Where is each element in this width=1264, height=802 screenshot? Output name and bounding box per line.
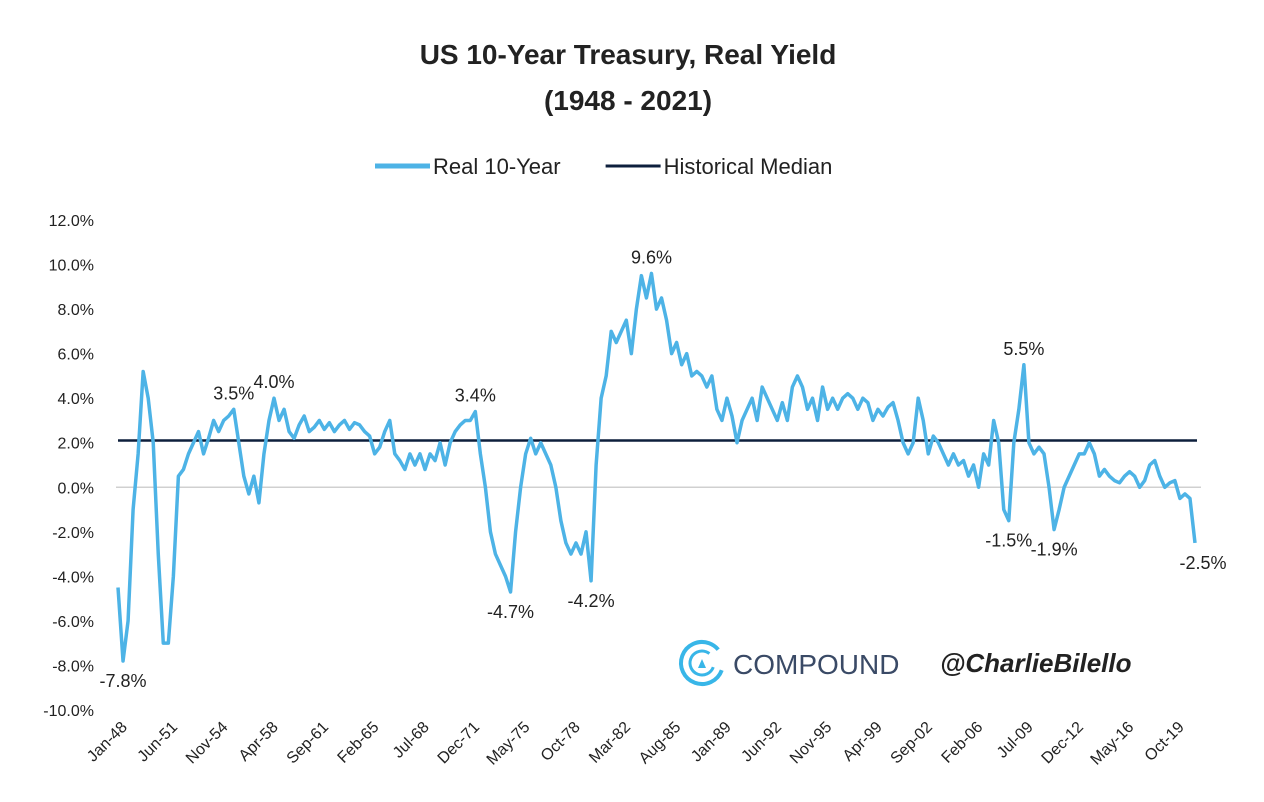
data-label: -1.5% [985, 531, 1032, 551]
x-tick-label: Oct-78 [538, 719, 584, 765]
data-label: 4.0% [253, 372, 294, 392]
data-label: 9.6% [631, 247, 672, 267]
x-tick-label: May-16 [1088, 719, 1138, 769]
logo-triangle [698, 659, 706, 668]
data-label: -7.8% [100, 671, 147, 691]
x-tick-label: Nov-95 [787, 719, 836, 768]
data-label: -4.2% [568, 591, 615, 611]
data-label: -1.9% [1031, 540, 1078, 560]
x-tick-label: Oct-19 [1142, 719, 1188, 765]
x-tick-label: Jan-48 [84, 719, 131, 766]
x-tick-label: Jun-92 [738, 719, 785, 766]
x-tick-label: Feb-06 [939, 719, 987, 767]
y-tick-label: 6.0% [58, 347, 94, 364]
legend-label: Historical Median [664, 154, 833, 179]
y-tick-label: -4.0% [52, 569, 94, 586]
series-line [116, 271, 1197, 663]
x-tick-label: Jun-51 [135, 719, 182, 766]
watermark: COMPOUND @CharlieBilello [679, 640, 1132, 686]
x-tick-label: Nov-54 [183, 719, 232, 768]
x-tick-label: Feb-65 [335, 719, 383, 767]
x-tick-label: Jan-89 [688, 719, 735, 766]
data-label: -2.5% [1179, 553, 1226, 573]
logo-ring-inner [688, 649, 716, 677]
y-tick-label: 2.0% [58, 436, 94, 453]
x-tick-label: May-75 [484, 719, 534, 769]
y-tick-label: -6.0% [52, 614, 94, 631]
y-tick-label: 0.0% [58, 480, 94, 497]
y-tick-label: 4.0% [58, 391, 94, 408]
legend-label: Real 10-Year [433, 154, 561, 179]
chart-subtitle: (1948 - 2021) [544, 85, 712, 116]
x-tick-label: Aug-85 [636, 719, 685, 768]
y-tick-label: 12.0% [49, 213, 94, 230]
brand-name: COMPOUND [733, 649, 899, 680]
data-label: 3.5% [213, 383, 254, 403]
x-tick-label: Dec-12 [1039, 719, 1088, 768]
logo-ring [679, 640, 725, 686]
x-tick-label: Mar-82 [586, 719, 634, 767]
y-tick-label: -2.0% [52, 525, 94, 542]
x-tick-label: Jul-09 [994, 719, 1037, 762]
data-label: 3.4% [455, 386, 496, 406]
brand-handle: @CharlieBilello [940, 648, 1132, 678]
data-label: 5.5% [1003, 339, 1044, 359]
y-tick-label: 10.0% [49, 258, 94, 275]
y-tick-label: 8.0% [58, 302, 94, 319]
x-tick-label: Jul-68 [390, 719, 433, 762]
data-label: -4.7% [487, 602, 534, 622]
x-tick-label: Sep-02 [888, 719, 937, 768]
y-tick-label: -8.0% [52, 658, 94, 675]
y-tick-label: -10.0% [43, 703, 94, 720]
chart-title: US 10-Year Treasury, Real Yield [420, 39, 837, 70]
x-tick-label: Dec-71 [435, 719, 484, 768]
x-tick-label: Sep-61 [284, 719, 333, 768]
x-tick-label: Apr-58 [236, 719, 282, 765]
x-tick-label: Apr-99 [840, 719, 886, 765]
